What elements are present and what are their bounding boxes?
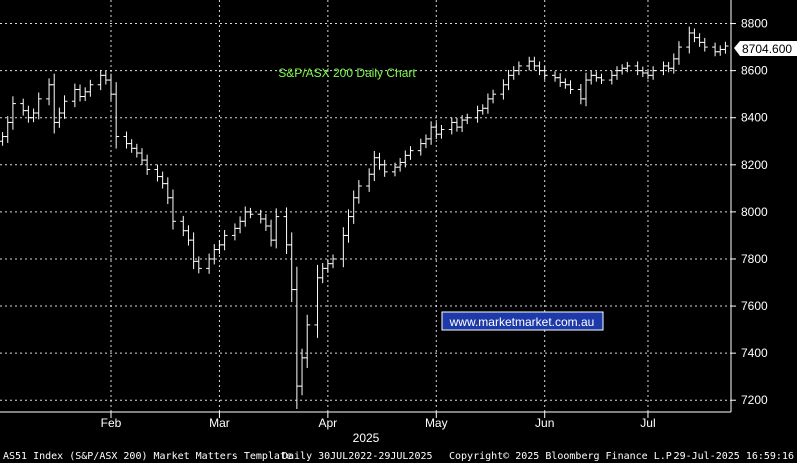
x-axis-ticks: Feb Mar Apr May Jun Jul [101,412,656,430]
x-axis-year-label: 2025 [353,431,380,445]
y-tick-label: 7600 [741,299,768,313]
x-tick-label: Jun [535,416,554,430]
ohlc-bars [0,26,729,409]
footer-range: Daily 30JUL2022-29JUL2025 [282,451,433,462]
x-tick-label: Apr [319,416,338,430]
footer-bar [0,447,797,463]
x-tick-label: May [425,416,448,430]
footer-ticker: AS51 Index (S&P/ASX 200) Market Matters … [3,451,292,462]
y-axis-ticks: 7200 7400 7600 7800 8000 8200 8400 8600 8800 [731,17,768,407]
last-price-box [734,41,797,56]
x-tick-label: Mar [209,416,230,430]
grid-lines [0,0,731,412]
y-tick-label: 7200 [741,393,768,407]
watermark-link[interactable]: www.marketmarket.com.au [449,315,595,329]
last-price-label: 8704.600 [742,42,792,56]
y-tick-label: 8600 [741,64,768,78]
footer-copyright: Copyright© 2025 Bloomberg Finance L.P. [449,451,678,462]
y-tick-label: 7400 [741,346,768,360]
footer-timestamp: 29-Jul-2025 16:59:16 [674,451,794,462]
y-tick-label: 8200 [741,158,768,172]
y-tick-label: 7800 [741,252,768,266]
y-tick-label: 8000 [741,205,768,219]
y-tick-label: 8400 [741,111,768,125]
watermark-box [441,311,604,331]
x-tick-label: Feb [101,416,122,430]
last-price-marker: 8704.600 [734,41,797,56]
x-tick-label: Jul [640,416,655,430]
y-tick-label: 8800 [741,17,768,31]
watermark[interactable]: www.marketmarket.com.au [441,311,604,331]
chart-title: S&P/ASX 200 Daily Chart [278,66,416,80]
